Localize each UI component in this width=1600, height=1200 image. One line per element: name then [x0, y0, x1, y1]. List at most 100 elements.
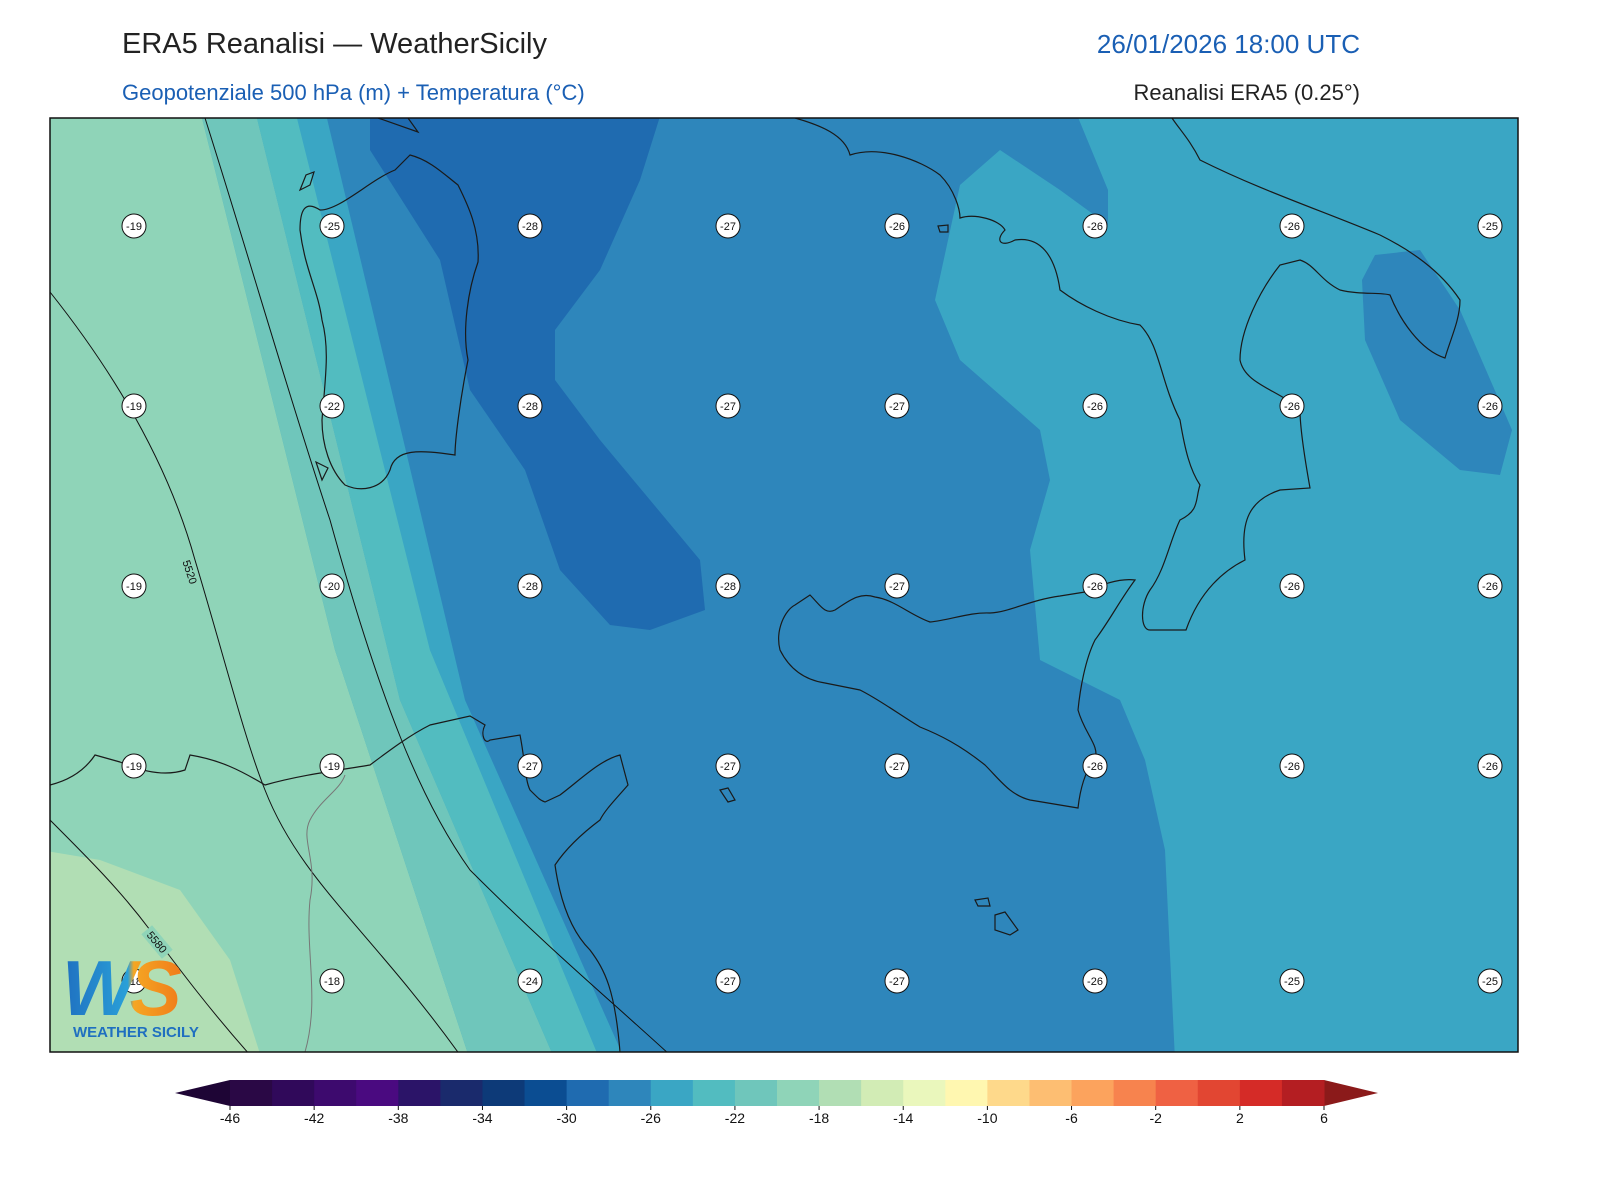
- colorbar-extend: [1324, 1080, 1378, 1106]
- station-temperature: -27: [889, 761, 905, 773]
- datetime: 26/01/2026 18:00 UTC: [1097, 29, 1360, 59]
- station-marker: [884, 393, 910, 419]
- station-marker: [121, 753, 147, 779]
- station-marker: [319, 753, 345, 779]
- station-marker: [1279, 573, 1305, 599]
- colorbar-extend: [175, 1080, 230, 1106]
- contour-line: [204, 118, 668, 1052]
- station-temperature: -25: [1284, 976, 1300, 988]
- station-temperature: -22: [324, 401, 340, 413]
- colorbar-segment: [314, 1080, 357, 1106]
- station-temperature: -28: [522, 401, 538, 413]
- colorbar-tick-label: 2: [1236, 1110, 1244, 1126]
- station-marker: [517, 968, 543, 994]
- station-temperature: -26: [1087, 976, 1103, 988]
- station-temperature: -26: [1284, 401, 1300, 413]
- station-marker: [121, 213, 147, 239]
- station-temperature: -27: [720, 221, 736, 233]
- colorbar-segment: [861, 1080, 904, 1106]
- station-marker: [517, 393, 543, 419]
- colorbar-segment: [777, 1080, 820, 1106]
- station-marker: [121, 393, 147, 419]
- colorbar-segment: [819, 1080, 862, 1106]
- colorbar-segment: [1071, 1080, 1115, 1106]
- colorbar-tick-label: -22: [725, 1110, 745, 1126]
- station-temperature: -27: [889, 976, 905, 988]
- station-marker: [1082, 393, 1108, 419]
- station-marker: [1477, 573, 1503, 599]
- station-temperature: -28: [720, 581, 736, 593]
- field-band: [297, 118, 622, 1052]
- colorbar-segment: [1239, 1080, 1283, 1106]
- station-temperature: -25: [1482, 976, 1498, 988]
- station-marker: [319, 213, 345, 239]
- station-temperature: -26: [1482, 581, 1498, 593]
- colorbar-segment: [650, 1080, 694, 1106]
- station-marker: [884, 573, 910, 599]
- contour-line: [50, 291, 459, 1052]
- station-marker: [1279, 213, 1305, 239]
- colorbar-segment: [1029, 1080, 1073, 1106]
- colorbar-segment: [1197, 1080, 1241, 1106]
- field-band: [256, 118, 597, 1052]
- station-temperature: -27: [522, 761, 538, 773]
- logo-text: WEATHER SICILY: [73, 1024, 199, 1041]
- station-marker: [319, 393, 345, 419]
- station-temperature: -26: [1087, 401, 1103, 413]
- station-temperature: -19: [126, 401, 142, 413]
- contour-label-bg: [141, 925, 173, 959]
- station-temperature: -25: [1482, 221, 1498, 233]
- station-marker: [884, 968, 910, 994]
- colorbar: -46 -42 -38 -34 -30 -26 -22 -18 -14 -10 -6 -2 2 6: [175, 1080, 1378, 1126]
- colorbar-segment: [230, 1080, 273, 1106]
- coastline: [299, 118, 479, 490]
- field-band: [370, 118, 705, 630]
- station-temperature: -26: [889, 221, 905, 233]
- colorbar-segment: [1113, 1080, 1157, 1106]
- field-band: [1362, 250, 1512, 475]
- contour-label-bg: [178, 554, 202, 590]
- station-marker: [1279, 968, 1305, 994]
- colorbar-tick-label: -42: [304, 1110, 324, 1126]
- colorbar-tick-label: -14: [893, 1110, 913, 1126]
- station-temperature: -26: [1087, 761, 1103, 773]
- subtitle: Geopotenziale 500 hPa (m) + Temperatura …: [122, 80, 585, 105]
- station-marker: [517, 573, 543, 599]
- station-temperature: -26: [1087, 581, 1103, 593]
- colorbar-tick-label: -34: [472, 1110, 492, 1126]
- colorbar-segment: [945, 1080, 988, 1106]
- station-marker: [715, 753, 741, 779]
- station-marker: [319, 573, 345, 599]
- colorbar-segment: [440, 1080, 483, 1106]
- station-temperature: -26: [1087, 221, 1103, 233]
- station-temperature: -26: [1482, 761, 1498, 773]
- station-marker: [715, 968, 741, 994]
- colorbar-segment: [692, 1080, 736, 1106]
- field-band: [50, 851, 260, 1052]
- station-marker: [715, 573, 741, 599]
- station-marker: [121, 573, 147, 599]
- colorbar-segment: [272, 1080, 315, 1106]
- colorbar-segment: [903, 1080, 946, 1106]
- station-temperature: -25: [324, 221, 340, 233]
- colorbar-segment: [608, 1080, 652, 1106]
- coastline: [794, 118, 1461, 631]
- map-frame: [49, 117, 1519, 1053]
- colorbar-tick-label: -10: [977, 1110, 997, 1126]
- station-temperature: -24: [522, 976, 538, 988]
- colorbar-tick-label: -2: [1149, 1110, 1162, 1126]
- colorbar-segment: [1281, 1080, 1325, 1106]
- station-marker: [884, 213, 910, 239]
- colorbar-segment: [1155, 1080, 1199, 1106]
- station-marker: [1279, 753, 1305, 779]
- station-temperature: -26: [1284, 221, 1300, 233]
- colorbar-segment: [356, 1080, 399, 1106]
- map: 5520 5580 -19 -25 -28 -27 -26 -26 -26 -25-19 -22…: [50, 118, 1518, 1052]
- border-line: [304, 774, 346, 1052]
- station-temperature: -26: [1284, 761, 1300, 773]
- station-marker: [517, 753, 543, 779]
- colorbar-segment: [524, 1080, 568, 1106]
- station-marker: [715, 213, 741, 239]
